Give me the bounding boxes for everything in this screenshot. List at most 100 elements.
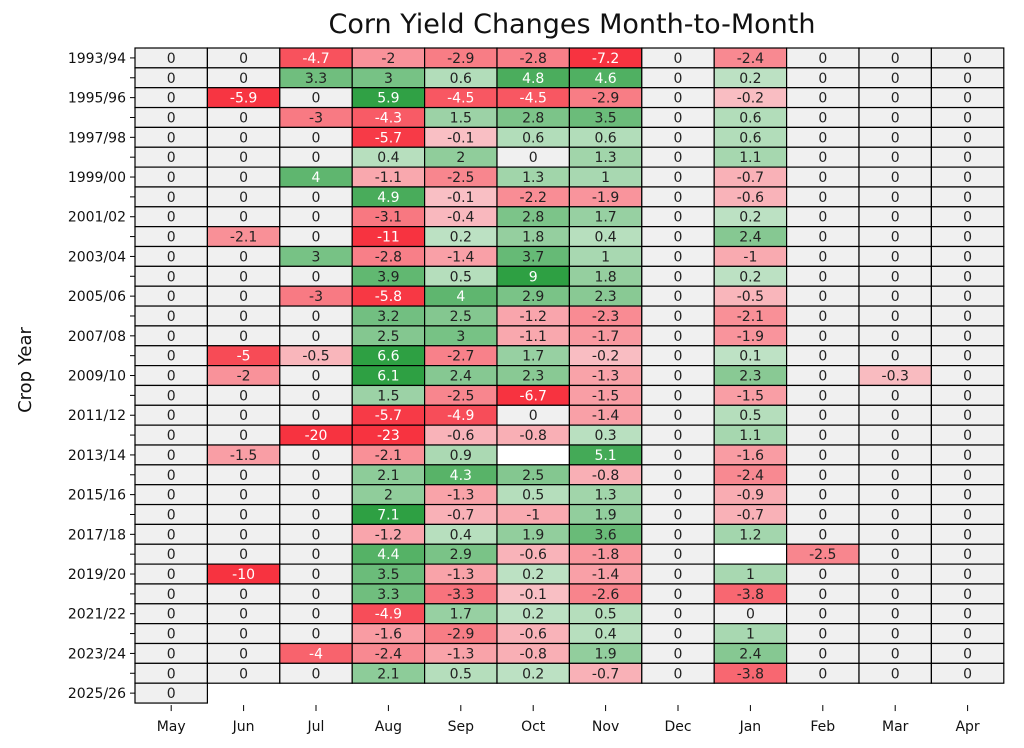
- cell-value-label: 5.9: [377, 91, 399, 107]
- cell-value-label: 0: [891, 408, 900, 424]
- cell-value-label: -1.5: [737, 388, 764, 404]
- cell-value-label: -0.2: [737, 91, 764, 107]
- cell-value-label: -0.8: [520, 428, 547, 444]
- cell-value-label: 0: [674, 249, 683, 265]
- cell-value-label: 1.2: [739, 527, 761, 543]
- cell-value-label: 0: [239, 468, 248, 484]
- cell-value-label: 0: [818, 71, 827, 87]
- cell-value-label: -1.8: [592, 547, 619, 563]
- cell-value-label: 0: [963, 230, 972, 246]
- cell-value-label: -6.7: [520, 388, 547, 404]
- cell-value-label: 0: [963, 468, 972, 484]
- cell-value-label: 0: [312, 210, 321, 226]
- cell-value-label: 0: [312, 150, 321, 166]
- cell-value-label: 0: [963, 507, 972, 523]
- cell-value-label: 0: [891, 388, 900, 404]
- cell-value-label: 0: [239, 507, 248, 523]
- cell-value-label: 1.9: [594, 646, 616, 662]
- cell-value-label: 0: [167, 51, 176, 67]
- x-tick-label: Dec: [664, 719, 691, 735]
- cell-value-label: 3.5: [377, 567, 399, 583]
- cell-value-label: 0: [891, 666, 900, 682]
- cell-value-label: 0: [674, 349, 683, 365]
- cell-value-label: -0.6: [520, 627, 547, 643]
- y-tick-label: 2013/14: [68, 448, 126, 464]
- cell-value-label: 0.4: [377, 150, 399, 166]
- cell-value-label: 2: [384, 488, 393, 504]
- cell-value-label: 2.1: [377, 468, 399, 484]
- cell-value-label: 3: [312, 249, 321, 265]
- cell-value-label: -1.7: [592, 329, 619, 345]
- cell-value-label: -0.8: [592, 468, 619, 484]
- cell-value-label: 0: [312, 130, 321, 146]
- axis-ticks: 1993/94 1995/96 1997/98 1999/00 2001/02 2003/…: [68, 51, 980, 735]
- cell-value-label: 3.3: [305, 71, 327, 87]
- cell-value-label: -11: [377, 230, 400, 246]
- cell-value-label: 0: [167, 488, 176, 504]
- cell-value-label: 0: [312, 309, 321, 325]
- cell-value-label: -1.2: [375, 527, 402, 543]
- cell-value-label: 0: [529, 150, 538, 166]
- cell-value-label: 0: [891, 269, 900, 285]
- cell-value-label: -2.9: [592, 91, 619, 107]
- cell-value-label: 0.2: [522, 666, 544, 682]
- cell-value-label: 0: [167, 349, 176, 365]
- cell-value-label: 0: [312, 587, 321, 603]
- cell-value-label: 2.4: [739, 230, 761, 246]
- cell-value-label: 0: [818, 51, 827, 67]
- cell-value-label: -1.4: [592, 408, 619, 424]
- cell-value-label: 0: [674, 51, 683, 67]
- cell-value-label: -0.7: [737, 507, 764, 523]
- cell-value-label: 0: [818, 91, 827, 107]
- cell-value-label: 0: [963, 170, 972, 186]
- cell-value-label: 4.8: [522, 71, 544, 87]
- x-tick-label: Mar: [882, 719, 909, 735]
- cell-value-label: -1.1: [520, 329, 547, 345]
- cell-value-label: 0: [167, 388, 176, 404]
- y-axis-label: Crop Year: [15, 326, 36, 412]
- heatmap-cell: [496, 444, 571, 466]
- cell-value-label: 2.3: [739, 369, 761, 385]
- cell-value-label: 0: [312, 408, 321, 424]
- cell-value-label: 0: [891, 91, 900, 107]
- cell-value-label: -2.7: [447, 349, 474, 365]
- cell-value-label: -3.8: [737, 666, 764, 682]
- cell-value-label: 0: [239, 646, 248, 662]
- cell-value-label: 3.3: [377, 587, 399, 603]
- cell-value-label: 0: [891, 230, 900, 246]
- cell-value-label: 3.6: [594, 527, 616, 543]
- cell-value-label: -20: [305, 428, 328, 444]
- cell-value-label: 1.9: [594, 507, 616, 523]
- y-tick-label: 2017/18: [68, 527, 126, 543]
- cell-value-label: 0: [963, 527, 972, 543]
- cell-value-label: 0: [674, 408, 683, 424]
- cell-value-label: -4.3: [375, 110, 402, 126]
- cell-value-label: 4.3: [450, 468, 472, 484]
- cell-value-label: 0: [818, 468, 827, 484]
- cell-value-label: -1: [526, 507, 540, 523]
- cell-value-label: 0: [312, 527, 321, 543]
- cell-value-label: 2.3: [522, 369, 544, 385]
- cell-value-label: 6.1: [377, 369, 399, 385]
- cell-value-label: -0.7: [737, 170, 764, 186]
- cell-value-label: 0: [818, 150, 827, 166]
- cell-value-label: -5: [237, 349, 251, 365]
- cell-value-label: 0: [167, 686, 176, 702]
- cell-value-label: 0: [818, 567, 827, 583]
- cell-value-label: -7.2: [592, 51, 619, 67]
- cell-value-label: 0: [674, 428, 683, 444]
- cell-value-label: 0: [239, 428, 248, 444]
- cell-value-label: -3: [309, 289, 323, 305]
- cell-value-label: 0: [891, 130, 900, 146]
- cell-value-label: 0: [167, 289, 176, 305]
- cell-value-label: 0: [891, 507, 900, 523]
- cell-value-label: -2.5: [447, 170, 474, 186]
- cell-value-label: 1.3: [522, 170, 544, 186]
- cell-value-label: 0: [818, 230, 827, 246]
- cell-value-label: 1.1: [739, 428, 761, 444]
- x-tick-label: Jul: [307, 719, 325, 735]
- cell-value-label: -1.6: [737, 448, 764, 464]
- cell-value-label: -1.4: [592, 567, 619, 583]
- cell-value-label: 0: [167, 666, 176, 682]
